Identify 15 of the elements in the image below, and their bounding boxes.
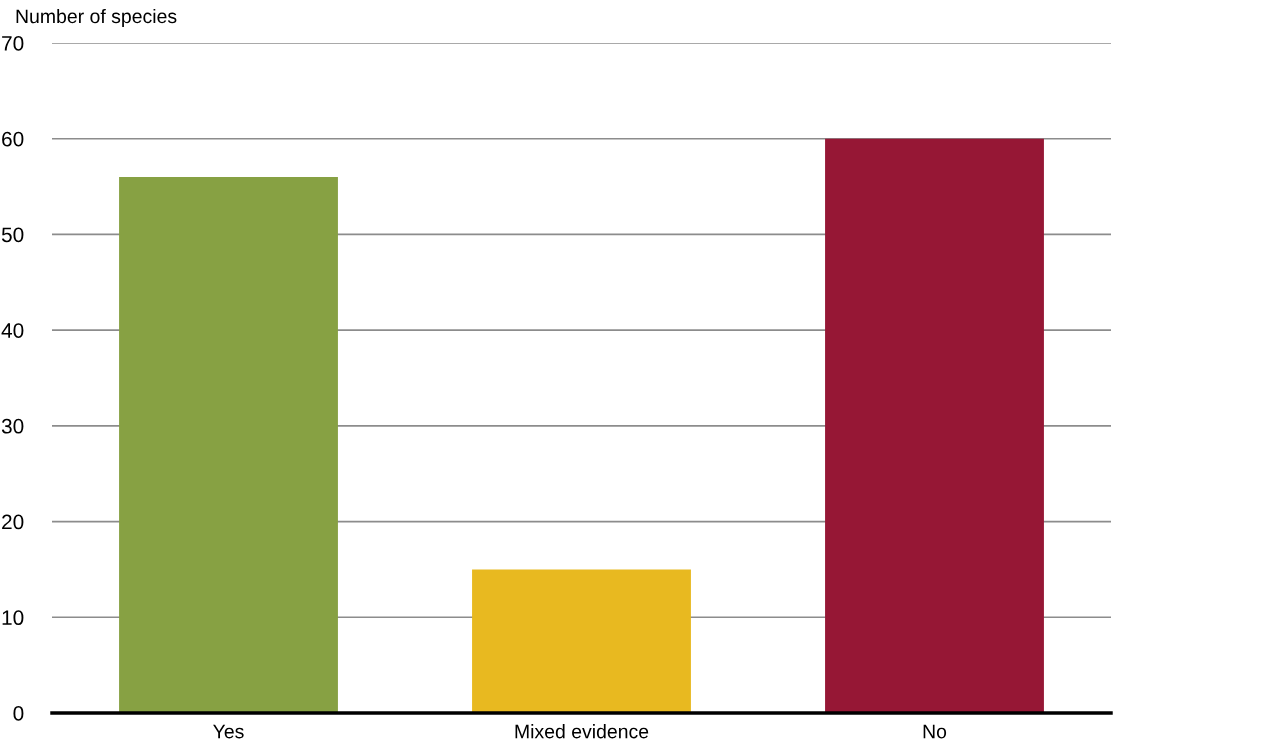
x-tick-label: No: [923, 724, 947, 739]
y-tick-label: 10: [2, 610, 24, 626]
y-tick-label: 50: [1, 227, 24, 243]
bar: [825, 138, 1044, 713]
y-tick-label: 20: [2, 514, 24, 530]
bar: [119, 177, 338, 713]
bar: [472, 569, 691, 713]
y-tick-label: 70: [2, 36, 24, 51]
y-tick-label: 40: [1, 323, 24, 338]
y-axis-title: Number of species: [16, 8, 177, 28]
x-tick-label: Mixed evidence: [515, 724, 649, 739]
y-tick-label: 0: [13, 706, 24, 721]
x-tick-label: Yes: [213, 724, 244, 739]
y-tick-label: 60: [2, 131, 24, 147]
y-tick-label: 30: [1, 418, 24, 434]
